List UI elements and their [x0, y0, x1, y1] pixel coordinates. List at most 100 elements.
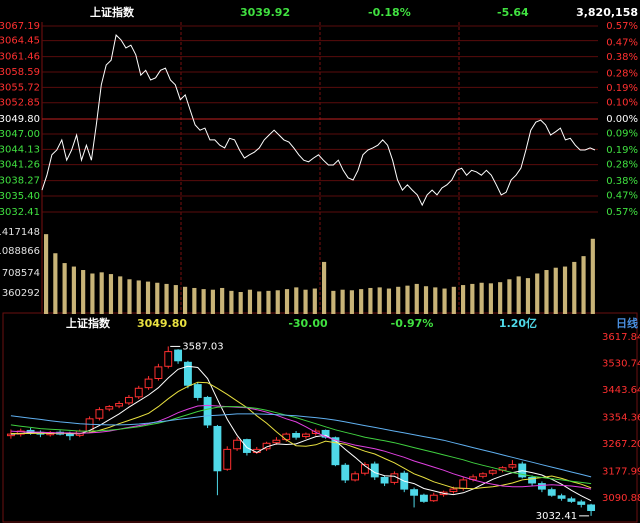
candle-body	[301, 433, 310, 438]
volume-bar	[423, 286, 429, 314]
y-tick-label: 3049.80	[0, 114, 40, 125]
candle-body	[537, 483, 546, 490]
change: -5.64	[497, 6, 529, 19]
k-y-tick-label: 3617.84	[602, 332, 640, 343]
volume-bar	[359, 289, 364, 314]
volume-bar	[479, 282, 484, 314]
candle-body	[272, 439, 281, 444]
volume-bar	[145, 281, 151, 314]
candle-body	[193, 384, 202, 398]
y2-tick-label: 0.28%	[606, 68, 638, 79]
candle-body	[282, 433, 291, 441]
volume-bar	[572, 261, 577, 314]
candle-body	[341, 464, 350, 481]
volume-bar	[183, 286, 188, 314]
volume-bar	[562, 266, 568, 314]
k-y-tick-label: 3530.74	[602, 359, 640, 370]
candle-body	[557, 495, 566, 499]
y-tick-label: 3061.46	[0, 52, 40, 63]
kline-frame	[2, 312, 638, 523]
volume-bar	[461, 285, 466, 314]
volume-bar	[312, 288, 317, 314]
candle-body	[154, 366, 163, 380]
volume-bar	[590, 238, 595, 314]
k-price: 3049.80	[137, 317, 187, 330]
volume-tick-label: 1417148	[0, 227, 40, 238]
k-y-tick-label: 3443.64	[602, 385, 640, 396]
volume-bar	[340, 289, 345, 314]
candle-body	[429, 494, 438, 502]
period-tab[interactable]: 日线	[616, 316, 638, 330]
candle-body	[144, 378, 153, 389]
y2-tick-label: 0.00%	[606, 114, 638, 125]
candle-body	[390, 473, 399, 483]
k-amount: 1.20亿	[499, 316, 537, 330]
candle-body	[547, 489, 556, 496]
volume-bar	[433, 287, 438, 314]
volume-bar	[553, 267, 558, 314]
volume-tick-label: 360292	[2, 288, 40, 299]
y-tick-label: 3047.00	[0, 129, 40, 140]
candle-body	[508, 464, 517, 468]
volume-bar	[81, 270, 86, 314]
candle-body	[203, 396, 212, 426]
volume-tick-label: 708574	[2, 268, 40, 279]
k-y-tick-label: 3090.88	[602, 493, 640, 504]
candle-body	[95, 409, 104, 419]
volume-bar	[108, 274, 114, 314]
y-tick-label: 3058.59	[0, 67, 40, 78]
candle-body	[223, 448, 232, 470]
volume-bar	[71, 266, 76, 314]
volume-bar	[386, 288, 392, 314]
y2-tick-label: 0.47%	[606, 191, 638, 202]
y-tick-label: 3044.13	[0, 144, 40, 155]
candle-body	[242, 439, 251, 453]
moving-average	[10, 413, 592, 478]
index-name: 上证指数	[90, 5, 135, 19]
candle-body	[183, 361, 192, 386]
volume-bar	[99, 272, 104, 314]
y2-tick-label: 0.19%	[606, 145, 638, 156]
volume-bar	[535, 273, 540, 314]
candle-body	[380, 476, 389, 484]
candle-body	[449, 488, 458, 493]
candle-body	[134, 387, 143, 398]
y-tick-label: 3032.41	[0, 207, 40, 218]
volume-bar	[284, 289, 290, 314]
volume-bar	[525, 278, 531, 314]
price-line	[41, 33, 596, 207]
moving-average	[10, 406, 592, 485]
y2-tick-label: 0.47%	[606, 37, 638, 48]
volume-bar	[377, 287, 382, 314]
y-tick-label: 3064.45	[0, 36, 40, 47]
volume-bar	[470, 283, 475, 314]
y-tick-label: 3041.26	[0, 160, 40, 171]
last-price: 3039.92	[240, 6, 290, 19]
volume-bar	[127, 279, 132, 314]
candle-body	[105, 406, 114, 410]
volume-bar	[507, 279, 512, 314]
moving-average	[10, 365, 592, 502]
candle-body	[488, 470, 497, 474]
candle-body	[321, 429, 330, 438]
y-tick-label: 3038.27	[0, 176, 40, 187]
k-change-pct: -0.97%	[391, 317, 434, 330]
candle-body	[567, 498, 576, 502]
volume-bar	[275, 290, 280, 314]
candle-body	[469, 476, 478, 480]
candle-body	[164, 351, 173, 367]
candle-body	[16, 430, 25, 435]
volume-bar	[451, 286, 456, 314]
k-change: -30.00	[288, 317, 328, 330]
y2-tick-label: 0.57%	[606, 21, 638, 32]
volume-bar	[322, 261, 327, 314]
volume-bar	[201, 289, 206, 314]
candle-body	[360, 464, 369, 474]
volume-bar	[229, 290, 234, 314]
volume-bar	[303, 289, 308, 314]
candle-body	[351, 473, 360, 481]
y2-tick-label: 0.38%	[606, 176, 638, 187]
volume-bar	[62, 263, 67, 314]
